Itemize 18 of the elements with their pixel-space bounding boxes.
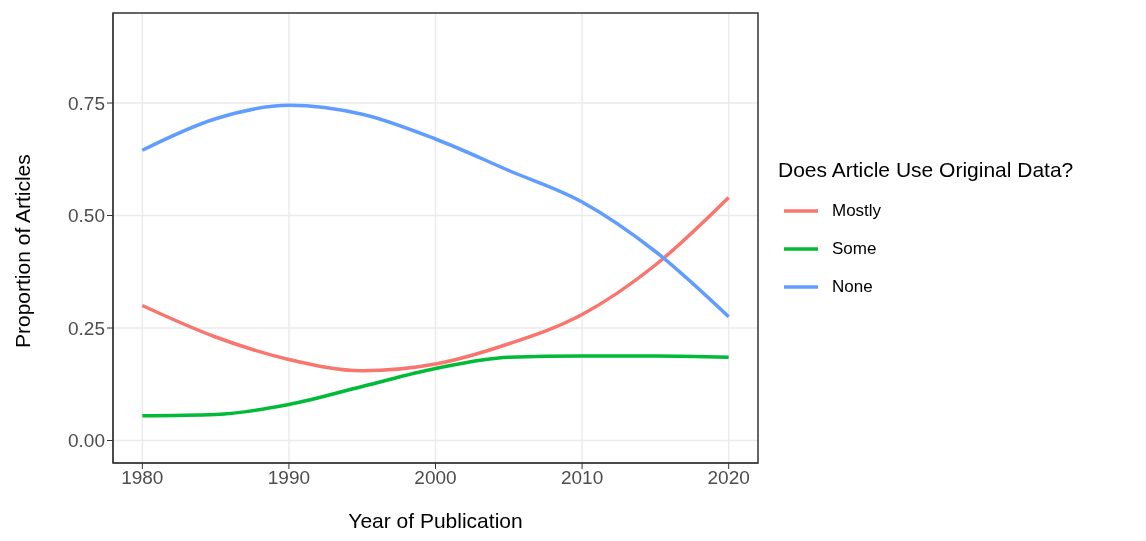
legend-label: Mostly (831, 200, 883, 222)
x-tick-label: 2010 (560, 467, 604, 489)
y-tick-label: 0.50 (68, 205, 105, 227)
y-tick-label: 0.25 (68, 317, 105, 339)
line-series (140, 103, 731, 319)
legend-title: Does Article Use Original Data? (778, 158, 1074, 182)
x-tick-label: 2020 (707, 467, 750, 489)
x-tick-label: 2000 (414, 467, 457, 489)
y-tick-label: 0.75 (68, 92, 105, 114)
line-series (140, 354, 731, 418)
x-tick-label: 1980 (121, 467, 164, 489)
x-axis-title: Year of Publication (348, 509, 523, 532)
legend-label: None (831, 276, 874, 298)
y-tick-label: 0.00 (68, 430, 105, 452)
x-tick-label: 1990 (267, 467, 311, 489)
line-series (140, 195, 731, 373)
legend-label: Some (831, 238, 878, 260)
y-axis-title: Proportion of Articles (11, 154, 35, 348)
